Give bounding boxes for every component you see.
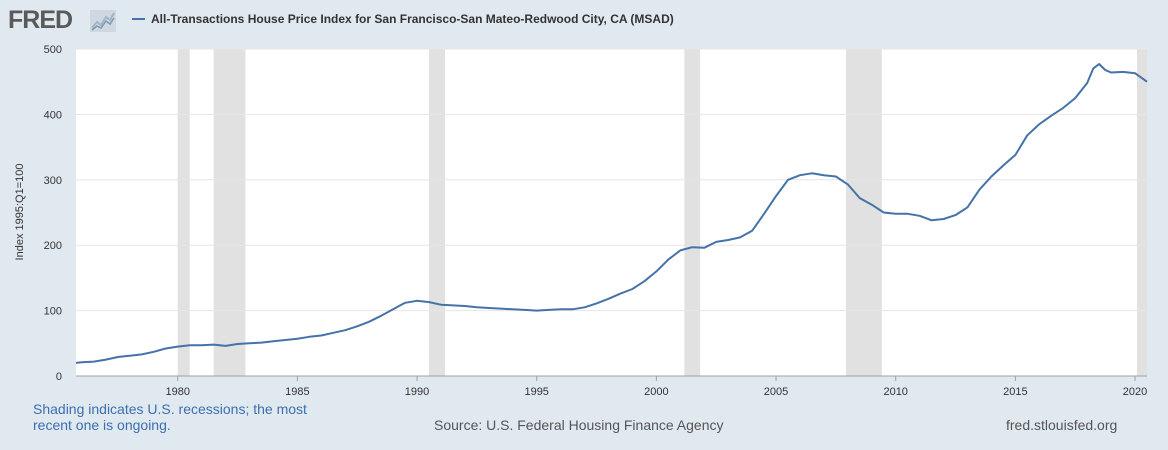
y-tick-label: 500 bbox=[44, 44, 62, 56]
site-link[interactable]: fred.stlouisfed.org bbox=[1006, 417, 1118, 433]
recession-band bbox=[1136, 49, 1147, 376]
source-text: Source: U.S. Federal Housing Finance Age… bbox=[434, 417, 724, 433]
y-tick-label: 100 bbox=[44, 306, 62, 318]
x-tick-label: 1995 bbox=[524, 386, 548, 398]
x-tick-label: 2000 bbox=[644, 386, 668, 398]
header: FRED All-Transactions House Price Index … bbox=[8, 6, 1158, 34]
fred-logo[interactable]: FRED bbox=[8, 6, 73, 34]
x-tick-label: 2005 bbox=[764, 386, 788, 398]
recession-band bbox=[213, 49, 246, 376]
y-tick-label: 0 bbox=[56, 371, 62, 383]
recession-shading bbox=[177, 49, 1147, 376]
grid-lines bbox=[76, 48, 1147, 377]
legend-swatch bbox=[132, 18, 145, 20]
x-tick-label: 1985 bbox=[285, 386, 309, 398]
y-axis-ticks: 0 100 200 300 400 500 bbox=[44, 44, 62, 383]
recession-note: Shading indicates U.S. recessions; the m… bbox=[33, 401, 307, 433]
y-tick-label: 400 bbox=[44, 109, 62, 121]
series-line[interactable] bbox=[75, 63, 1148, 364]
x-tick-label: 1990 bbox=[405, 386, 429, 398]
recession-band bbox=[684, 49, 701, 376]
x-tick-label: 2010 bbox=[883, 386, 907, 398]
y-axis-title: Index 1995:Q1=100 bbox=[14, 164, 26, 261]
plot-area bbox=[76, 49, 1147, 376]
x-tick-label: 2020 bbox=[1123, 386, 1147, 398]
recession-band bbox=[429, 49, 446, 376]
chart-line-icon bbox=[90, 10, 116, 32]
y-tick-label: 200 bbox=[44, 240, 62, 252]
x-tick-label: 1980 bbox=[165, 386, 189, 398]
recession-band bbox=[177, 49, 190, 376]
series-layer bbox=[75, 63, 1148, 364]
x-axis-ticks: 1980 1985 1990 1995 2000 2005 2010 2015 2020 bbox=[165, 376, 1147, 398]
chart-title: All-Transactions House Price Index for S… bbox=[151, 12, 674, 26]
y-tick-label: 300 bbox=[44, 175, 62, 187]
x-tick-label: 2015 bbox=[1003, 386, 1027, 398]
recession-band bbox=[845, 49, 882, 376]
